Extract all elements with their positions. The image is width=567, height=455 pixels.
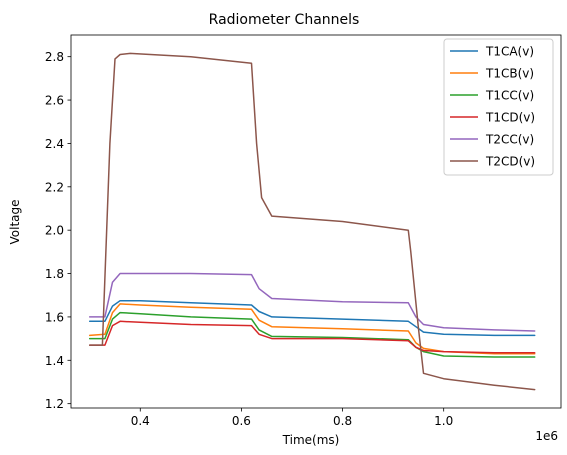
- legend-item: T1CD(v): [450, 111, 535, 125]
- legend: T1CA(v) T1CB(v) T1CC(v) T1CD(v) T2CC(v) T2CD(…: [443, 38, 554, 176]
- legend-label: T1CB(v): [485, 67, 534, 81]
- legend-label: T1CD(v): [485, 111, 535, 125]
- series-layer: [88, 52, 536, 391]
- legend-item: T1CA(v): [450, 45, 534, 59]
- series-line-t2cc-v: [88, 272, 536, 332]
- chart-title: Radiometer Channels: [209, 12, 360, 28]
- series-line-t1cb-v: [88, 303, 536, 355]
- series-line-t1cc-v: [88, 311, 536, 358]
- y-tick-label: 2.8: [45, 50, 64, 64]
- y-tick-label: 2.6: [45, 94, 64, 108]
- series-line-t1ca-v: [88, 299, 536, 337]
- y-tick-label: 1.6: [45, 310, 64, 324]
- series-line-t2cd-v: [88, 52, 536, 391]
- legend-label: T2CC(v): [485, 133, 534, 147]
- x-axis-ticks: 0.4 0.6 0.8 1.0: [131, 408, 453, 428]
- legend-label: T1CC(v): [485, 89, 534, 103]
- legend-label: T1CA(v): [485, 45, 534, 59]
- series-line-t1cd-v: [88, 320, 536, 354]
- legend-label: T2CD(v): [485, 155, 535, 169]
- axes-frame: [70, 34, 562, 409]
- y-tick-label: 1.2: [45, 397, 64, 411]
- legend-item: T1CB(v): [450, 67, 534, 81]
- y-tick-label: 2.0: [45, 224, 64, 238]
- y-tick-label: 2.2: [45, 180, 64, 194]
- y-tick-label: 1.4: [45, 354, 64, 368]
- y-tick-label: 2.4: [45, 137, 64, 151]
- x-tick-label: 0.8: [333, 414, 352, 428]
- y-tick-label: 1.8: [45, 267, 64, 281]
- legend-item: T1CC(v): [450, 89, 534, 103]
- x-tick-label: 0.6: [232, 414, 251, 428]
- x-axis-offset-label: 1e6: [535, 429, 558, 443]
- legend-item: T2CD(v): [450, 155, 535, 169]
- y-axis-title: Voltage: [8, 199, 22, 244]
- x-tick-label: 1.0: [434, 414, 453, 428]
- legend-item: T2CC(v): [450, 133, 534, 147]
- x-axis-title: Time(ms): [282, 433, 340, 447]
- x-tick-label: 0.4: [131, 414, 150, 428]
- y-axis-ticks: 1.2 1.4 1.6 1.8 2.0 2.2 2.4 2.6 2.8: [45, 50, 71, 411]
